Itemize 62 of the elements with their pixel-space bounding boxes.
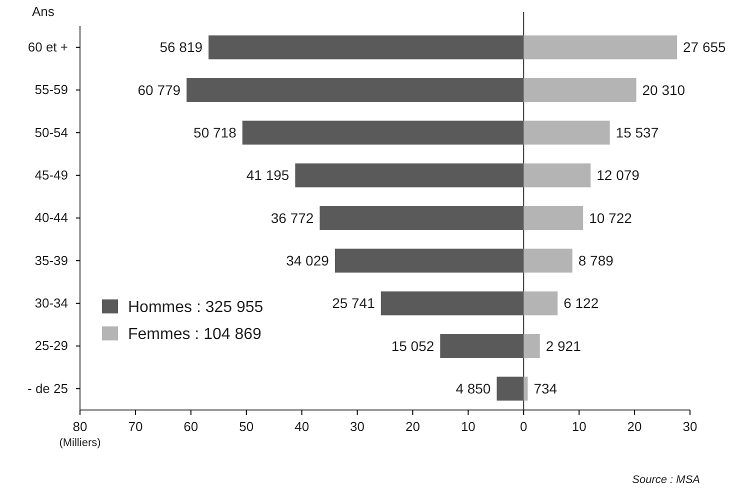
- bar: [496, 376, 524, 401]
- annotation: 25 741: [332, 295, 376, 312]
- x-tick-label: 40: [294, 419, 310, 434]
- x-tick-label: 30: [350, 419, 365, 434]
- bar: [524, 35, 677, 60]
- y-tick-label: 50-54: [34, 124, 68, 140]
- annotation: 12 079: [596, 167, 640, 184]
- annotation: 27 655: [682, 39, 726, 56]
- y-tick-label: 45-49: [34, 167, 68, 182]
- y-tick-label: 60 et +: [28, 39, 68, 54]
- y-tick-label: 35-39: [34, 252, 68, 268]
- annotation: 6 122: [564, 295, 599, 312]
- y-tick-label: 55-59: [34, 82, 68, 98]
- y-tick-label: 40-44: [34, 210, 68, 226]
- x-tick-label: 20: [627, 419, 642, 434]
- source-note: Source : MSA: [632, 474, 700, 486]
- annotation: 56 819: [160, 39, 203, 56]
- annotation: 41 195: [246, 167, 290, 184]
- x-tick-label: 20: [405, 419, 420, 434]
- annotation: 8 789: [578, 252, 614, 269]
- annotation: 36 772: [270, 210, 314, 226]
- x-tick-label: 50: [239, 419, 254, 434]
- x-tick-label: 70: [128, 419, 143, 434]
- annotation: 60 779: [138, 82, 181, 98]
- bar: [524, 376, 528, 401]
- annotation: 15 537: [616, 124, 659, 141]
- legend-label: Femmes : 104 869: [128, 326, 262, 343]
- y-axis-title: Ans: [32, 4, 55, 19]
- legend-label: Hommes : 325 955: [128, 298, 264, 316]
- y-tick-label: 25-29: [34, 338, 68, 354]
- bar: [334, 248, 524, 273]
- bar: [440, 334, 524, 358]
- bar: [242, 120, 524, 145]
- annotation: 50 718: [194, 124, 237, 141]
- bar: [295, 163, 524, 188]
- annotation: 4 850: [456, 380, 491, 397]
- bar: [524, 78, 636, 102]
- bar: [524, 163, 591, 188]
- bar: [524, 334, 540, 358]
- annotation: 10 722: [589, 210, 632, 226]
- bar: [208, 35, 524, 60]
- y-tick-label: - de 25: [28, 380, 68, 396]
- annotation: 15 052: [391, 338, 434, 354]
- annotation: 734: [534, 380, 558, 397]
- annotation: 20 310: [642, 82, 686, 98]
- bar: [524, 120, 610, 145]
- bar: [524, 248, 572, 273]
- bar: [320, 206, 524, 230]
- annotation: 2 921: [546, 338, 582, 354]
- bar: [524, 291, 558, 316]
- bar: [380, 291, 524, 316]
- bar: [186, 78, 524, 102]
- x-tick-label: 60: [184, 419, 198, 434]
- x-tick-label: 10: [460, 419, 476, 434]
- y-tick-label: 30-34: [34, 295, 68, 310]
- x-tick-label: 80: [72, 419, 88, 434]
- x-tick-label: 0: [520, 419, 528, 434]
- bar: [524, 206, 584, 230]
- x-tick-label: 10: [572, 419, 586, 434]
- annotation: 34 029: [286, 252, 330, 269]
- x-tick-label: 30: [682, 419, 698, 434]
- x-axis-title: (Milliers): [59, 437, 101, 449]
